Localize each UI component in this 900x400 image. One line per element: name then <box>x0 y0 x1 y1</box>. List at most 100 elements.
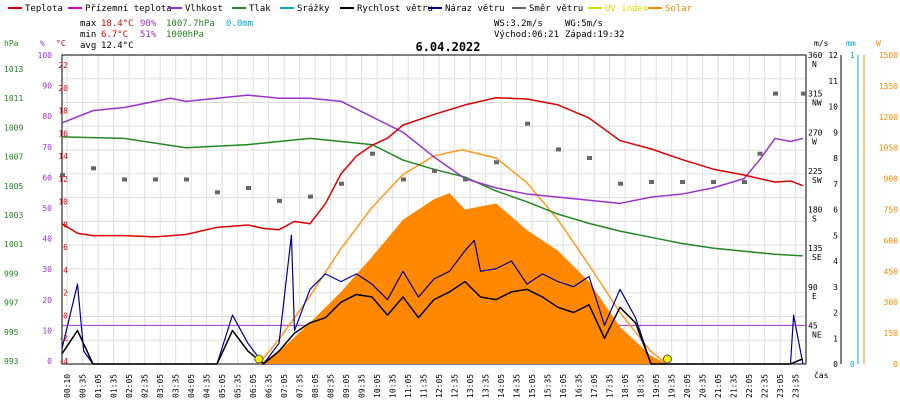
wind-direction-point <box>277 198 282 203</box>
deg-dir: S <box>812 215 817 224</box>
c-tick: 12 <box>58 175 68 184</box>
w-tick: 450 <box>884 267 899 276</box>
x-tick: 03:05 <box>156 374 165 398</box>
wind-direction-point <box>463 177 468 182</box>
c-tick: 18 <box>58 107 68 116</box>
x-tick: 19:35 <box>668 374 677 398</box>
deg-tick: 180 <box>808 206 823 215</box>
stat-sunset: Západ:19:32 <box>565 30 625 40</box>
wind-direction-point <box>339 181 344 186</box>
hpa-tick: 1009 <box>4 123 23 132</box>
deg-tick: 270 <box>808 128 823 137</box>
x-tick: 17:35 <box>606 374 615 398</box>
x-tick: 02:05 <box>125 374 134 398</box>
legend: Teplota Přízemní teplota Vlhkost Tlak Srážky… <box>8 4 693 14</box>
wind-direction-point <box>308 194 313 199</box>
w-tick: 1050 <box>879 144 898 153</box>
ms-tick: 12 <box>828 51 838 60</box>
x-tick: 18:05 <box>621 374 630 398</box>
hpa-tick: 1001 <box>4 240 23 249</box>
hpa-unit: hPa <box>4 39 19 48</box>
hpa-tick: 1005 <box>4 182 23 191</box>
hpa-tick: 1003 <box>4 211 23 220</box>
wind-direction-point <box>800 91 806 96</box>
stat-min-temp: 6.7°C <box>101 30 128 40</box>
x-tick: 07:35 <box>296 374 305 398</box>
plot-area <box>60 54 807 365</box>
c-tick: 6 <box>63 243 68 252</box>
axes: hPa% °C1013101110091007100510031001999997… <box>4 39 898 398</box>
c-tick: 22 <box>58 61 68 70</box>
w-tick: 600 <box>884 236 899 245</box>
w-tick: 750 <box>884 206 899 215</box>
hpa-tick: 997 <box>4 299 19 308</box>
c-tick: 4 <box>63 266 68 275</box>
stat-max-press: 1007.7hPa <box>166 19 215 29</box>
ms-tick: 0 <box>833 360 838 369</box>
w-tick: 900 <box>884 175 899 184</box>
x-tick: 11:35 <box>420 374 429 398</box>
ms-unit: m/s <box>814 39 829 48</box>
x-tick: 09:05 <box>342 374 351 398</box>
deg-tick: 315 <box>808 90 823 99</box>
c-tick: 8 <box>63 220 68 229</box>
deg-dir: SE <box>812 253 822 262</box>
legend-label: Tlak <box>249 4 271 14</box>
hpa-tick: 1007 <box>4 153 23 162</box>
x-tick: 12:05 <box>435 374 444 398</box>
deg-dir: NW <box>812 99 822 108</box>
legend-label: Vlhkost <box>185 4 223 14</box>
wind-direction-point <box>649 180 654 185</box>
c-tick: 10 <box>58 198 68 207</box>
c-tick: 16 <box>58 129 68 138</box>
wind-direction-point <box>618 181 623 186</box>
stat-max-temp: 18.4°C <box>101 19 134 29</box>
pct-tick: 50 <box>42 204 52 213</box>
deg-dir: W <box>812 137 817 146</box>
w-tick: 150 <box>884 329 899 338</box>
wind-direction-point <box>432 168 437 173</box>
wind-direction-point <box>215 190 220 195</box>
w-unit: W <box>876 39 881 48</box>
deg-dir: SW <box>812 176 822 185</box>
ms-tick: 4 <box>833 257 838 266</box>
x-tick: 16:35 <box>575 374 584 398</box>
x-tick: 05:35 <box>234 374 243 398</box>
deg-dir: E <box>812 292 817 301</box>
ms-tick: 1 <box>833 334 838 343</box>
x-tick: 10:05 <box>373 374 382 398</box>
legend-label: Rychlost větru <box>357 4 433 14</box>
stat-avg-temp: 12.4°C <box>101 41 134 51</box>
c-tick: 2 <box>63 289 68 298</box>
x-tick: 15:05 <box>528 374 537 398</box>
x-tick: 07:05 <box>280 374 289 398</box>
x-tick: 20:35 <box>699 374 708 398</box>
x-tick: 14:05 <box>497 374 506 398</box>
wind-direction-point <box>60 173 65 178</box>
pct-tick: 20 <box>42 296 52 305</box>
stat-ws: WS:3.2m/s <box>494 19 543 29</box>
hpa-tick: 999 <box>4 269 19 278</box>
legend-label: Srážky <box>297 4 330 14</box>
sun-marker <box>254 354 264 364</box>
c-tick: 20 <box>58 84 68 93</box>
ms-tick: 6 <box>833 206 838 215</box>
pct-tick: 40 <box>42 235 52 244</box>
x-tick: 19:05 <box>652 374 661 398</box>
stat-min-press: 1000hPa <box>166 30 204 40</box>
ms-tick: 10 <box>828 103 838 112</box>
x-tick: 20:05 <box>683 374 692 398</box>
wind-direction-point <box>494 160 499 165</box>
x-tick: 22:05 <box>745 374 754 398</box>
pct-unit: % <box>40 39 45 48</box>
wind-direction-point <box>680 180 685 185</box>
pct-tick: 70 <box>42 143 52 152</box>
deg-tick: 90 <box>808 283 818 292</box>
x-tick: 05:05 <box>218 374 227 398</box>
pct-tick: 10 <box>42 326 52 335</box>
wind-direction-point <box>91 166 96 171</box>
humidity-line <box>61 94 804 205</box>
pct-tick: 30 <box>42 265 52 274</box>
deg-dir: NE <box>812 330 822 339</box>
